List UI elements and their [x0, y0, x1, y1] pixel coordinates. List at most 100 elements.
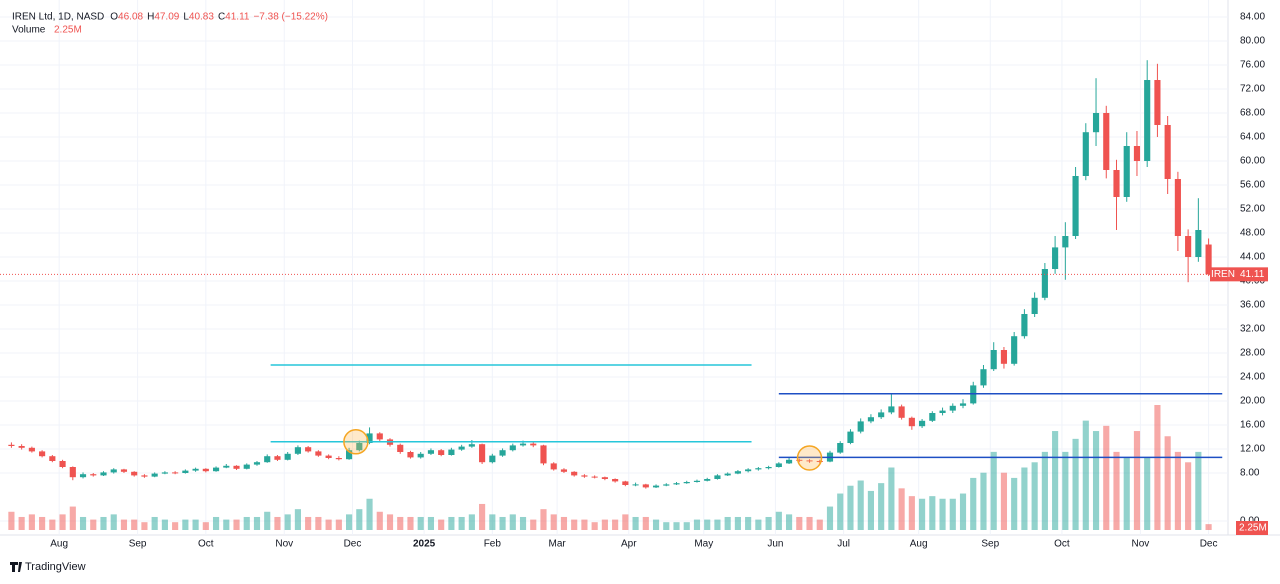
volume-bar: [1103, 425, 1110, 530]
candle-body: [223, 465, 230, 468]
candle-body: [785, 459, 793, 464]
x-tick-label: Feb: [484, 539, 502, 550]
volume-bar: [489, 514, 496, 530]
candle-body: [642, 484, 649, 488]
candle-body: [837, 443, 844, 453]
candle-body: [806, 460, 813, 462]
volume-bar: [1133, 431, 1141, 530]
candle-body: [632, 484, 639, 486]
candle-body: [1123, 146, 1130, 197]
candle-body: [652, 485, 660, 488]
volume-bar: [212, 516, 220, 530]
candle-body: [530, 443, 537, 446]
x-tick-label: Nov: [1131, 539, 1149, 550]
candle-body: [1185, 236, 1192, 257]
volume-bar: [612, 519, 619, 530]
candle-body: [448, 449, 455, 455]
volume-bar: [346, 514, 353, 530]
volume-bar: [1072, 438, 1079, 530]
volume-bar: [366, 498, 373, 530]
volume-bar: [110, 514, 117, 530]
volume-badge: [1236, 521, 1268, 535]
candle-body: [489, 455, 496, 463]
x-tick-label: Jun: [767, 539, 783, 550]
candle-body: [1041, 269, 1048, 298]
volume-bar: [519, 516, 527, 530]
candle-body: [714, 475, 721, 479]
candle-body: [110, 469, 117, 473]
volume-bar: [1052, 431, 1059, 530]
candle-body: [69, 467, 76, 478]
volume-bar: [1011, 477, 1018, 530]
volume-bar: [990, 451, 997, 530]
candle-body: [509, 445, 516, 451]
candle-body: [1103, 113, 1110, 170]
volume-bar: [335, 519, 342, 530]
candle-body: [499, 450, 506, 456]
candle-body: [202, 468, 209, 472]
volume-bar: [141, 522, 148, 530]
volume-bar: [233, 519, 240, 530]
candle-body: [949, 405, 956, 411]
volume-bar: [929, 496, 936, 530]
volume-bar: [591, 522, 598, 530]
volume-bar: [417, 516, 424, 530]
candle-body: [1195, 230, 1202, 257]
highlight-circle: [343, 429, 369, 455]
volume-bar: [908, 496, 915, 530]
volume-bar: [1144, 457, 1151, 530]
volume-bar: [755, 519, 762, 530]
candle-body: [141, 475, 148, 477]
candle-body: [1021, 314, 1028, 337]
volume-bar: [642, 516, 649, 530]
x-tick-label: May: [694, 539, 713, 550]
volume-bar: [959, 493, 967, 530]
candle-body: [673, 483, 680, 485]
candle-body: [131, 471, 138, 476]
volume-bar: [1154, 405, 1161, 530]
volume-bar: [581, 519, 588, 530]
highlight-circle: [796, 445, 823, 471]
x-tick-label: Dec: [344, 539, 362, 550]
candle-body: [438, 450, 445, 455]
volume-bar: [683, 522, 690, 530]
candle-body: [120, 469, 128, 472]
x-tick-label: Jul: [837, 539, 850, 550]
ohlc-label: L: [183, 12, 189, 23]
y-tick-label: 48.00: [1240, 228, 1265, 239]
volume-bar: [632, 516, 639, 530]
logo: [10, 562, 22, 572]
candle-body: [427, 450, 435, 454]
x-tick-label: Nov: [275, 539, 293, 550]
candle-body: [1113, 170, 1120, 197]
ohlc-label: C: [218, 12, 225, 23]
volume-bar: [1082, 420, 1089, 530]
volume-bar: [69, 506, 76, 530]
candle-body: [192, 468, 199, 471]
candle-body: [581, 475, 588, 477]
candle-body: [857, 421, 864, 432]
candle-body: [233, 465, 240, 469]
volume-bar: [816, 519, 823, 530]
volume-bar: [949, 498, 956, 530]
candle-body: [550, 463, 557, 470]
volume-bar: [274, 516, 281, 530]
volume-bar: [376, 511, 383, 530]
ticker-badge: [1210, 267, 1236, 282]
volume-bar: [1000, 472, 1008, 530]
x-tick-label: Apr: [621, 539, 637, 550]
volume-bar: [724, 516, 731, 530]
candle-body: [182, 470, 189, 473]
candle-body: [243, 464, 250, 469]
volume-bar: [806, 516, 813, 530]
x-tick-label: Oct: [1054, 539, 1070, 550]
candle-body: [867, 417, 874, 422]
candle-body: [458, 446, 465, 450]
ohlc-value: 47.09: [154, 12, 179, 23]
volume-bar: [857, 480, 864, 530]
volume-bar: [663, 522, 670, 530]
candle-body: [1174, 179, 1181, 236]
candle-body: [612, 479, 619, 482]
volume-title: Volume: [12, 25, 46, 36]
y-tick-label: 80.00: [1240, 36, 1265, 47]
